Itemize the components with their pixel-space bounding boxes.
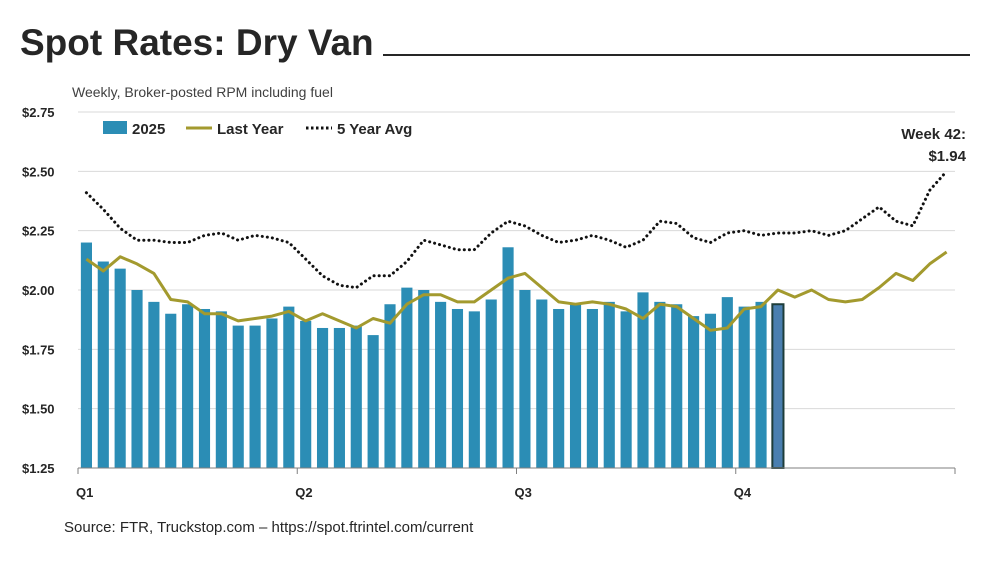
y-tick-label: $2.50 xyxy=(22,164,55,179)
bar xyxy=(704,313,717,468)
y-tick-label: $1.25 xyxy=(22,461,55,476)
bar-week-42-highlight xyxy=(771,303,785,469)
bar xyxy=(182,304,194,468)
bar xyxy=(300,320,312,468)
bar xyxy=(401,287,413,468)
legend-label-2025: 2025 xyxy=(132,121,165,138)
bar xyxy=(80,242,92,468)
bar xyxy=(333,327,345,468)
annotation-week: Week 42: xyxy=(901,126,966,143)
y-tick-label: $2.00 xyxy=(22,283,55,298)
bar xyxy=(671,304,683,468)
bar xyxy=(367,335,379,468)
bar xyxy=(165,313,177,468)
bar xyxy=(586,308,598,468)
bar xyxy=(316,327,329,468)
annotation-value: $1.94 xyxy=(928,148,966,165)
bar xyxy=(637,292,649,468)
bar xyxy=(688,316,700,468)
bar xyxy=(519,290,531,468)
bar xyxy=(198,308,211,468)
bar xyxy=(654,301,666,468)
bar xyxy=(418,290,430,468)
bar xyxy=(485,299,497,468)
bar xyxy=(131,290,143,468)
source-note: Source: FTR, Truckstop.com – https://spo… xyxy=(64,519,474,536)
x-tick-label: Q4 xyxy=(734,485,752,500)
bar xyxy=(283,306,295,468)
bar xyxy=(148,301,160,468)
bar xyxy=(249,325,261,468)
bar xyxy=(468,311,480,468)
bar xyxy=(721,297,733,468)
page-title: Spot Rates: Dry Van xyxy=(20,22,374,63)
legend-label-last-year: Last Year xyxy=(217,121,284,138)
x-tick-label: Q1 xyxy=(76,485,93,500)
x-tick-label: Q3 xyxy=(515,485,532,500)
title-underline xyxy=(383,54,970,56)
bar xyxy=(553,308,565,468)
bar xyxy=(738,306,750,468)
legend: 2025 Last Year 5 Year Avg xyxy=(103,121,412,138)
y-tick-label: $2.25 xyxy=(22,224,55,239)
bar xyxy=(755,301,767,468)
y-tick-label: $1.75 xyxy=(22,342,55,357)
bar xyxy=(384,304,396,468)
bar xyxy=(350,325,362,468)
x-tick-label: Q2 xyxy=(295,485,312,500)
bar xyxy=(569,304,582,468)
bar xyxy=(114,268,126,468)
y-tick-label: $1.50 xyxy=(22,402,55,417)
bar xyxy=(215,311,227,468)
chart-subtitle: Weekly, Broker-posted RPM including fuel xyxy=(72,84,333,100)
bar xyxy=(451,308,464,468)
legend-swatch-2025 xyxy=(103,121,127,134)
bar xyxy=(620,311,632,468)
bar xyxy=(603,301,615,468)
bar xyxy=(502,247,514,468)
legend-label-5-year-avg: 5 Year Avg xyxy=(337,121,412,138)
y-tick-label: $2.75 xyxy=(22,105,55,120)
bar xyxy=(435,301,447,468)
bar xyxy=(97,261,109,468)
bar xyxy=(232,325,244,468)
five-year-avg-line xyxy=(84,169,949,290)
last-year-line xyxy=(85,250,948,332)
bar xyxy=(266,318,278,468)
bar xyxy=(536,299,548,468)
